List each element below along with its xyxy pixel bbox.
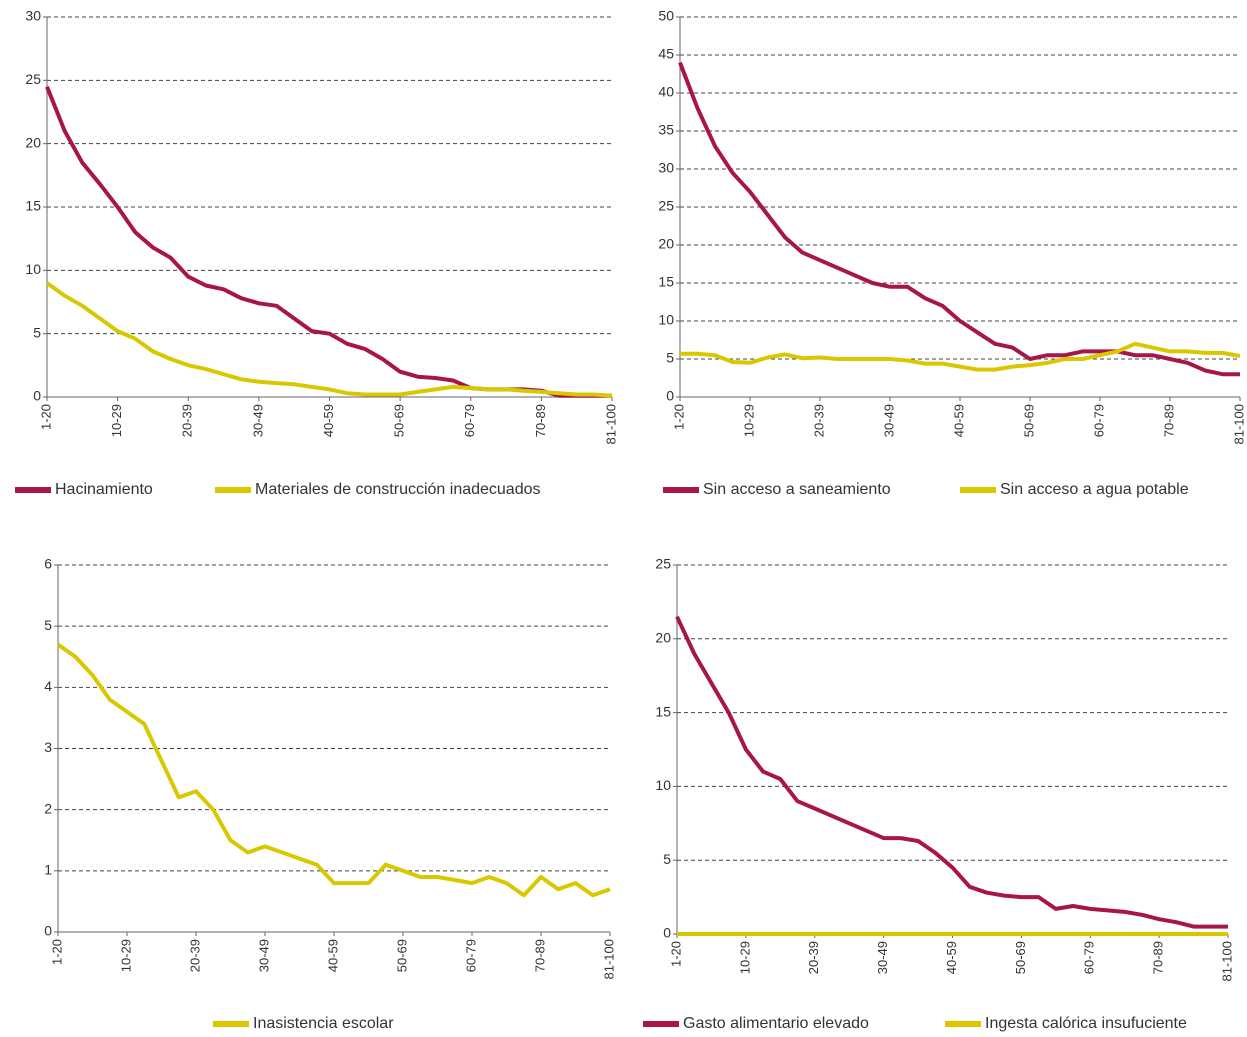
x-tick-label: 1-20 <box>668 941 683 967</box>
x-tick-label: 30-49 <box>875 941 890 974</box>
y-tick-label: 1 <box>44 862 52 878</box>
x-tick-label: 1-20 <box>671 404 686 430</box>
x-tick-label: 40-59 <box>325 939 340 972</box>
x-tick-label: 40-59 <box>944 941 959 974</box>
x-tick-label: 20-39 <box>811 404 826 437</box>
y-tick-label: 25 <box>658 198 674 214</box>
y-tick-label: 6 <box>44 556 52 572</box>
x-tick-label: 60-79 <box>462 404 477 437</box>
series-line <box>678 61 1240 377</box>
x-tick-label: 60-79 <box>1082 941 1097 974</box>
x-tick-label: 1-20 <box>38 404 53 430</box>
x-tick-label: 50-69 <box>1013 941 1028 974</box>
x-tick-label: 20-39 <box>806 941 821 974</box>
y-tick-label: 10 <box>25 261 41 277</box>
x-tick-label: 81-100 <box>1219 941 1234 981</box>
x-tick-label: 30-49 <box>250 404 265 437</box>
x-tick-label: 10-29 <box>109 404 124 437</box>
y-tick-label: 3 <box>44 739 52 755</box>
y-tick-label: 40 <box>658 84 674 100</box>
x-tick-label: 30-49 <box>881 404 896 437</box>
x-tick-label: 20-39 <box>187 939 202 972</box>
y-tick-label: 5 <box>44 617 52 633</box>
legend-label: Sin acceso a saneamiento <box>703 481 891 498</box>
y-tick-label: 0 <box>666 388 674 404</box>
y-tick-label: 0 <box>663 925 671 941</box>
series-line <box>680 341 1241 372</box>
legend-label: Inasistencia escolar <box>253 1015 394 1032</box>
legend-label: Materiales de construcción inadecuados <box>255 481 541 498</box>
y-tick-label: 25 <box>655 556 671 572</box>
y-tick-label: 0 <box>44 923 52 939</box>
y-tick-label: 0 <box>33 388 41 404</box>
series-line <box>45 85 612 398</box>
x-tick-label: 81-100 <box>603 404 618 444</box>
x-tick-label: 20-39 <box>180 404 195 437</box>
x-tick-label: 70-89 <box>1161 404 1176 437</box>
legend-swatch <box>643 1021 679 1027</box>
y-tick-label: 5 <box>666 350 674 366</box>
y-tick-label: 20 <box>25 134 41 150</box>
y-tick-label: 5 <box>33 324 41 340</box>
x-tick-label: 70-89 <box>1151 941 1166 974</box>
y-tick-label: 15 <box>655 703 671 719</box>
x-tick-label: 81-100 <box>1231 404 1246 444</box>
x-tick-label: 70-89 <box>532 939 547 972</box>
x-tick-label: 50-69 <box>1021 404 1036 437</box>
series-line <box>56 642 611 898</box>
x-tick-label: 10-29 <box>118 939 133 972</box>
series-line <box>675 615 1228 929</box>
legend-label: Gasto alimentario elevado <box>683 1015 869 1032</box>
legend-swatch <box>663 487 699 493</box>
legend-swatch <box>945 1021 981 1027</box>
x-tick-label: 60-79 <box>1091 404 1106 437</box>
x-tick-label: 50-69 <box>394 939 409 972</box>
x-tick-label: 10-29 <box>741 404 756 437</box>
y-tick-label: 10 <box>655 777 671 793</box>
legend-label: Sin acceso a agua potable <box>1000 481 1189 498</box>
y-tick-label: 10 <box>658 312 674 328</box>
y-tick-label: 20 <box>655 630 671 646</box>
x-tick-label: 40-59 <box>951 404 966 437</box>
legend-swatch <box>213 1021 249 1027</box>
y-tick-label: 30 <box>658 160 674 176</box>
y-tick-label: 45 <box>658 46 674 62</box>
legend-swatch <box>960 487 996 493</box>
y-tick-label: 2 <box>44 800 52 816</box>
x-tick-label: 60-79 <box>463 939 478 972</box>
x-tick-label: 50-69 <box>392 404 407 437</box>
x-tick-label: 40-59 <box>321 404 336 437</box>
legend-swatch <box>215 487 251 493</box>
x-tick-label: 30-49 <box>256 939 271 972</box>
y-tick-label: 30 <box>25 8 41 24</box>
y-tick-label: 4 <box>44 678 52 694</box>
x-tick-label: 1-20 <box>49 939 64 965</box>
x-tick-label: 10-29 <box>737 941 752 974</box>
y-tick-label: 50 <box>658 8 674 24</box>
legend-label: Ingesta calórica insufuciente <box>985 1015 1187 1032</box>
series-line <box>45 281 613 398</box>
y-tick-label: 35 <box>658 122 674 138</box>
y-tick-label: 15 <box>25 198 41 214</box>
y-tick-label: 20 <box>658 236 674 252</box>
x-tick-label: 81-100 <box>601 939 616 979</box>
legend-label: Hacinamiento <box>55 481 153 498</box>
y-tick-label: 5 <box>663 851 671 867</box>
x-tick-label: 70-89 <box>533 404 548 437</box>
y-tick-label: 15 <box>658 274 674 290</box>
y-tick-label: 25 <box>25 71 41 87</box>
legend-swatch <box>15 487 51 493</box>
